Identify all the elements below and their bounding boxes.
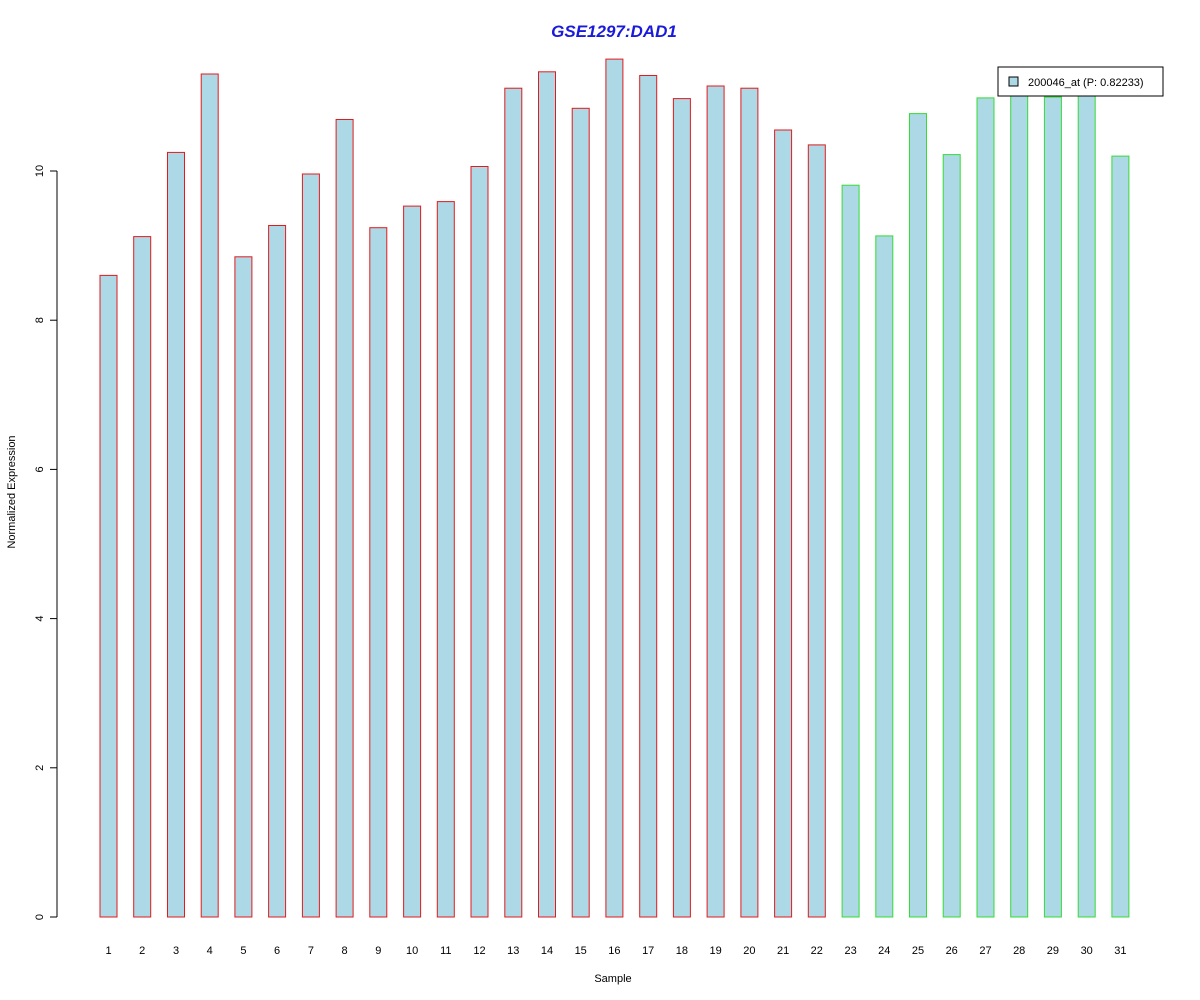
x-tick-label: 5 [240, 945, 246, 957]
bar-sample-28 [1010, 92, 1029, 918]
legend-label: 200046_at (P: 0.82233) [1028, 77, 1144, 89]
x-tick-label: 16 [608, 945, 620, 957]
y-tick-label: 0 [34, 914, 46, 920]
x-tick-label: 22 [811, 945, 823, 957]
y-axis-label: Normalized Expression [6, 435, 18, 548]
x-tick-labels: 1 2 3 4 5 6 7 8 9 10 11 12 13 14 15 16 17 18 19 20 21 22 23 24 2… [105, 945, 1126, 957]
bar-sample-18 [672, 98, 691, 918]
bar-sample-19 [706, 85, 725, 918]
y-tick-label: 4 [34, 616, 46, 622]
bar-sample-29 [1043, 96, 1062, 918]
bar-sample-1 [99, 274, 118, 918]
bar-sample-27 [976, 97, 995, 918]
bar-sample-25 [909, 113, 927, 918]
x-tick-label: 9 [375, 945, 381, 957]
y-tick-label: 6 [34, 466, 46, 472]
y-tick-label: 10 [34, 165, 46, 177]
bar-sample-17 [639, 75, 658, 918]
bar-sample-22 [807, 144, 826, 918]
x-tick-label: 12 [473, 945, 485, 957]
bar-sample-6 [268, 225, 287, 918]
bar-sample-12 [470, 166, 489, 918]
bar-sample-16 [605, 58, 624, 918]
x-tick-label: 17 [642, 945, 654, 957]
x-tick-label: 13 [507, 945, 519, 957]
chart-title: GSE1297:DAD1 [551, 22, 677, 41]
x-tick-label: 2 [139, 945, 145, 957]
bar-sample-5 [234, 256, 253, 918]
legend-box [997, 66, 1164, 97]
bar-sample-21 [774, 129, 793, 918]
legend-swatch [1008, 76, 1019, 87]
bar-sample-2 [133, 236, 152, 918]
bar-sample-7 [301, 173, 320, 918]
x-tick-label: 1 [105, 945, 111, 957]
bar-sample-31 [1111, 155, 1130, 918]
x-axis-label: Sample [594, 973, 631, 985]
x-tick-label: 19 [709, 945, 721, 957]
bar-sample-9 [369, 227, 388, 918]
bar-sample-14 [538, 71, 556, 918]
bar-sample-26 [942, 154, 961, 918]
x-tick-label: 11 [440, 945, 451, 957]
y-axis: 0 2 4 6 8 10 [34, 165, 58, 920]
x-tick-label: 24 [878, 945, 890, 957]
x-tick-label: 26 [946, 945, 958, 957]
x-tick-label: 20 [743, 945, 755, 957]
x-tick-label: 6 [274, 945, 280, 957]
x-tick-label: 30 [1081, 945, 1093, 957]
bar-sample-3 [167, 151, 185, 918]
x-tick-label: 15 [575, 945, 587, 957]
x-tick-label: 14 [541, 945, 553, 957]
bar-sample-11 [436, 201, 455, 918]
bar-sample-30 [1077, 92, 1096, 918]
x-tick-label: 8 [342, 945, 348, 957]
x-tick-label: 25 [912, 945, 924, 957]
x-tick-label: 28 [1013, 945, 1025, 957]
x-tick-label: 21 [777, 945, 789, 957]
bar-sample-10 [403, 205, 422, 918]
x-tick-label: 10 [406, 945, 418, 957]
bar-sample-15 [571, 107, 590, 918]
x-tick-label: 3 [173, 945, 179, 957]
x-tick-label: 31 [1114, 945, 1126, 957]
x-tick-label: 29 [1047, 945, 1059, 957]
x-tick-label: 7 [308, 945, 314, 957]
bar-sample-8 [335, 119, 354, 918]
bar-sample-4 [200, 73, 219, 918]
x-tick-label: 4 [207, 945, 213, 957]
bar-sample-23 [841, 184, 860, 918]
x-tick-label: 18 [676, 945, 688, 957]
bars-group [99, 58, 1130, 918]
bar-sample-20 [740, 87, 759, 918]
y-tick-label: 8 [34, 317, 46, 323]
x-tick-label: 23 [844, 945, 856, 957]
bar-sample-24 [875, 235, 894, 918]
y-tick-label: 2 [34, 765, 46, 771]
bar-sample-13 [504, 87, 523, 918]
legend: 200046_at (P: 0.82233) [997, 66, 1164, 97]
x-tick-label: 27 [979, 945, 991, 957]
